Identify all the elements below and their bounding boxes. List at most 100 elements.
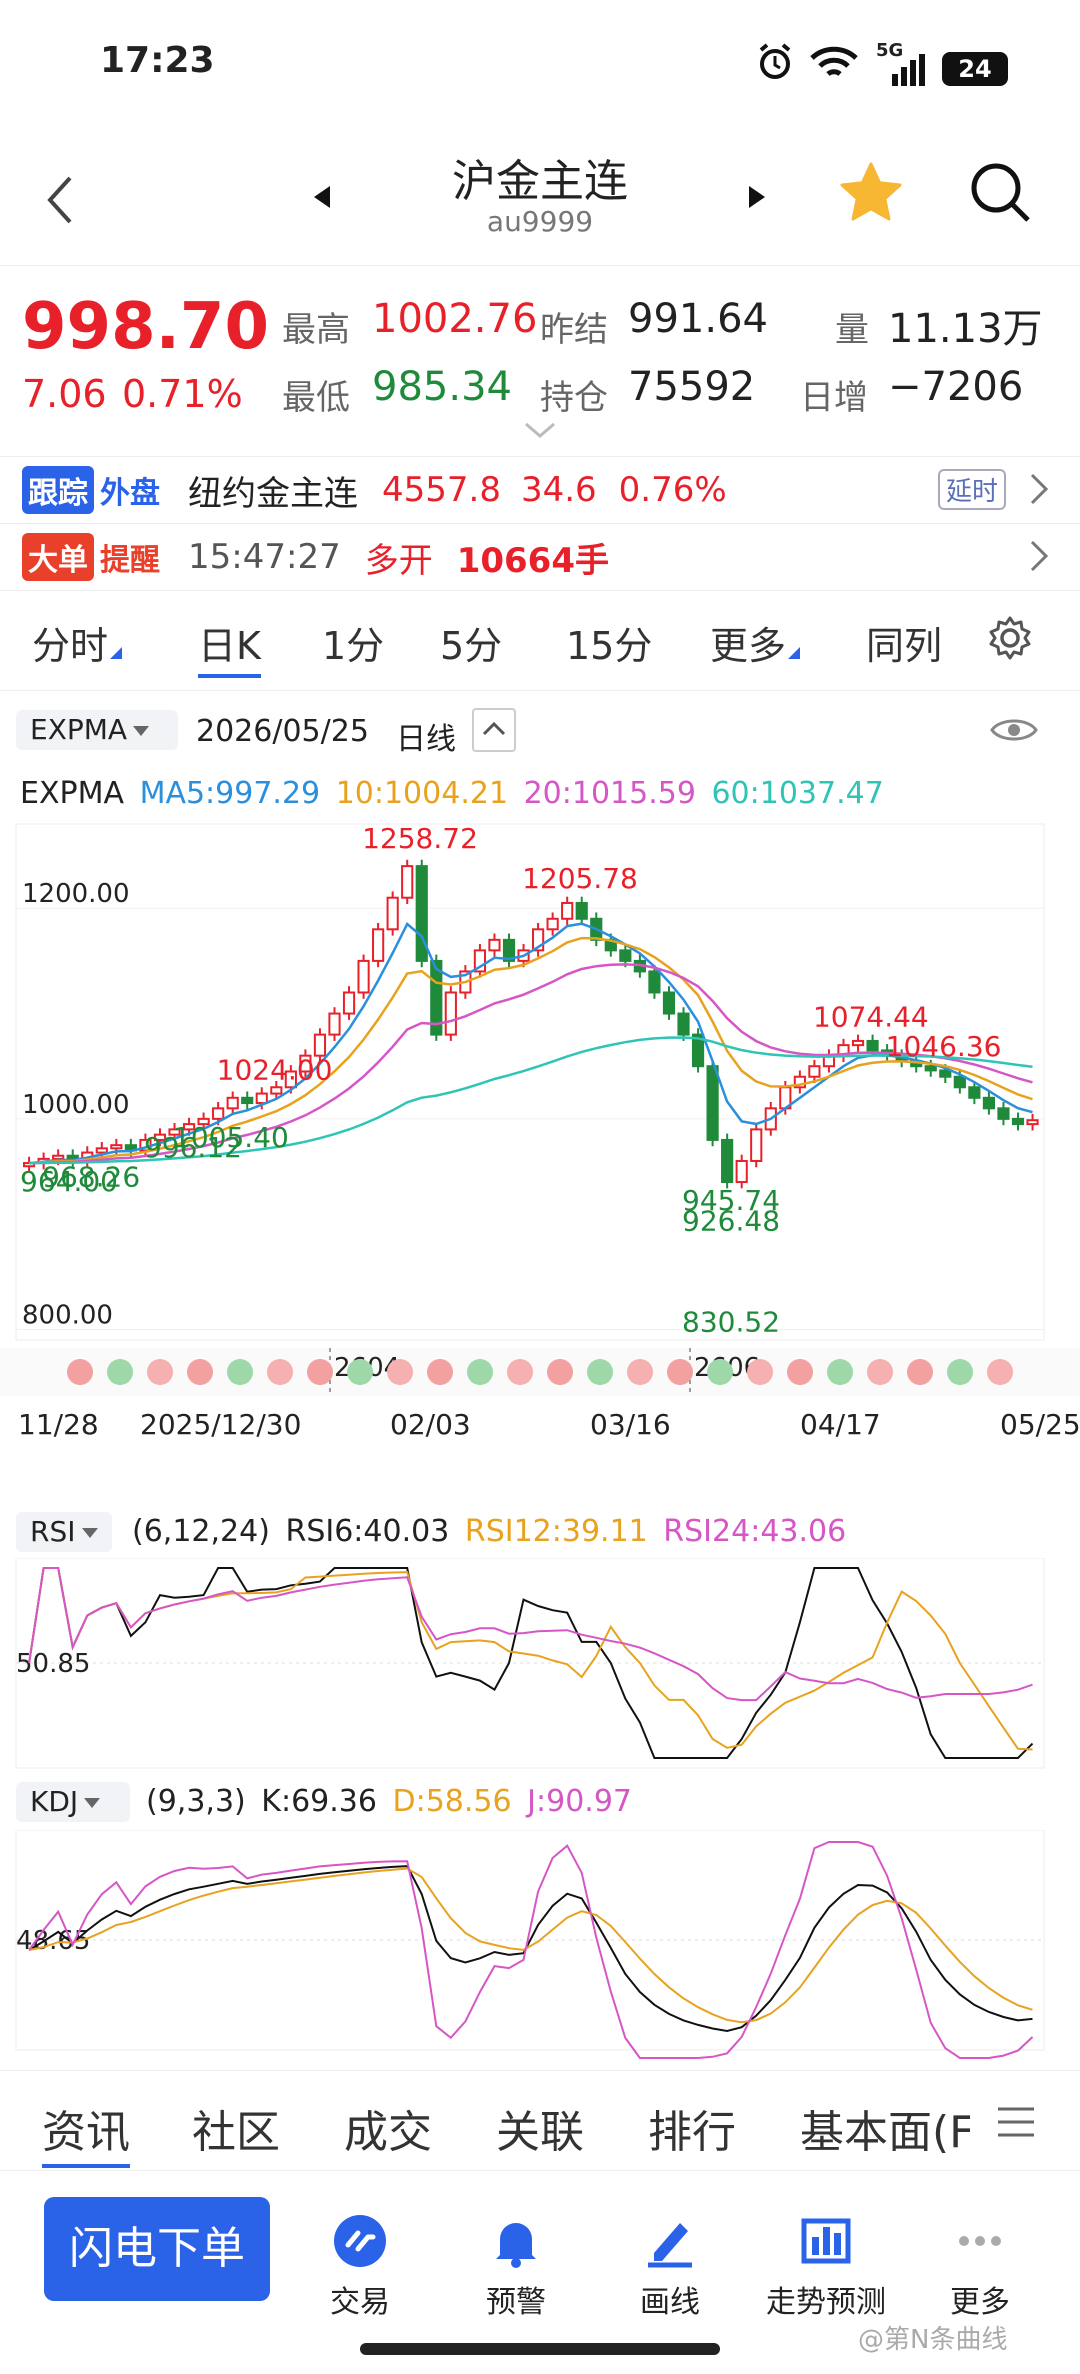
foreign-price: 4557.8 xyxy=(382,470,501,510)
big-order-row[interactable]: 大单 提醒 15:47:27 多开 10664手 xyxy=(0,524,1080,591)
candle-body xyxy=(401,865,414,899)
more-button[interactable]: 更多 xyxy=(930,2211,1030,2321)
legend-rsi12: RSI12:39.11 xyxy=(464,1514,648,1549)
corner-caret-icon xyxy=(110,647,123,659)
lightning-order-button[interactable]: 闪电下单 xyxy=(44,2197,270,2301)
tab-ranking[interactable]: 排行 xyxy=(648,2107,736,2158)
ai-signal-dot xyxy=(307,1359,333,1385)
candle-body xyxy=(997,1107,1010,1120)
candle-body xyxy=(299,1054,312,1073)
rsi-chart[interactable]: 50.85 xyxy=(0,1558,1080,1778)
eye-icon[interactable] xyxy=(990,712,1038,748)
tab-15min[interactable]: 15分 xyxy=(566,624,653,668)
forecast-button[interactable]: 走势预测 xyxy=(756,2211,896,2321)
candle-body xyxy=(444,991,457,1036)
ai-signal-dot xyxy=(347,1359,373,1385)
tab-1min[interactable]: 1分 xyxy=(322,624,385,668)
y-tick-label: 800.00 xyxy=(22,1300,113,1330)
draw-label: 画线 xyxy=(640,2285,700,2320)
prev-contract-icon[interactable] xyxy=(310,182,334,212)
ai-signal-dot xyxy=(587,1359,613,1385)
chevron-down-icon xyxy=(81,1528,98,1538)
price-annotation: 1258.72 xyxy=(362,822,478,855)
watermark: @第N条曲线 xyxy=(858,2325,1008,2355)
candle-body xyxy=(342,991,356,1015)
kdj-select-value: KDJ xyxy=(30,1785,79,1818)
candle-body xyxy=(270,1086,283,1095)
draw-button[interactable]: 画线 xyxy=(620,2211,720,2321)
candle-body xyxy=(226,1096,239,1110)
expma-legend-name: EXPMA xyxy=(20,776,125,811)
candle-body xyxy=(1011,1117,1025,1126)
settings-gear-icon[interactable] xyxy=(986,614,1034,662)
tab-trades[interactable]: 成交 xyxy=(344,2107,432,2158)
corner-caret-icon xyxy=(788,647,801,659)
tab-daily-k[interactable]: 日K xyxy=(198,615,261,678)
candle-body xyxy=(924,1065,937,1072)
expand-chevron-icon[interactable] xyxy=(522,420,558,440)
home-indicator[interactable] xyxy=(360,2343,720,2355)
high-label: 最高 xyxy=(282,310,350,350)
candle-body xyxy=(546,917,559,931)
indicator-select[interactable]: EXPMA xyxy=(16,710,178,750)
foreign-market-row[interactable]: 跟踪 外盘 纽约金主连 4557.8 34.6 0.76% 延时 xyxy=(0,457,1080,524)
candle-body xyxy=(502,938,516,962)
alert-button[interactable]: 预警 xyxy=(466,2211,566,2321)
last-price: 998.70 xyxy=(22,290,269,364)
menu-list-icon[interactable] xyxy=(996,2105,1036,2139)
search-icon[interactable] xyxy=(968,160,1034,226)
forecast-chart-icon xyxy=(796,2211,856,2271)
tab-5min[interactable]: 5分 xyxy=(440,624,503,668)
tab-more[interactable]: 更多 xyxy=(710,615,801,670)
content-tabs: 资讯 社区 成交 关联 排行 基本面(F xyxy=(0,2070,1080,2171)
tab-news[interactable]: 资讯 xyxy=(42,2096,130,2168)
price-change-pct: 0.71% xyxy=(122,372,243,416)
status-bar: 17:23 5G 24 xyxy=(0,0,1080,130)
trade-button[interactable]: 交易 xyxy=(310,2211,410,2321)
ai-signal-dot xyxy=(547,1359,573,1385)
ai-signal-dot xyxy=(107,1359,133,1385)
candle-body xyxy=(110,1144,123,1150)
candle-body xyxy=(153,1133,167,1141)
k-line xyxy=(28,1865,1033,2033)
tab-timeshare[interactable]: 分时 xyxy=(32,615,123,670)
ma60-line xyxy=(29,1036,1033,1165)
bigorder-badge-alert: 提醒 xyxy=(94,533,166,581)
x-tick-label: 11/28 xyxy=(18,1408,99,1440)
low-value: 985.34 xyxy=(372,364,512,410)
candle-body xyxy=(968,1086,981,1099)
candle-body xyxy=(328,1012,341,1036)
tab-fundamentals[interactable]: 基本面(F xyxy=(800,2107,970,2158)
chevron-down-icon xyxy=(133,726,150,736)
next-contract-icon[interactable] xyxy=(745,182,769,212)
back-icon[interactable] xyxy=(40,170,84,230)
rsi-legend: (6,12,24) RSI6:40.03 RSI12:39.11 RSI24:4… xyxy=(132,1514,846,1549)
candle-body xyxy=(23,1162,36,1168)
chevron-right-icon xyxy=(1028,538,1050,574)
favorite-star-icon[interactable] xyxy=(838,160,904,226)
candle-body xyxy=(532,928,545,952)
chart-mode: 日线 xyxy=(396,722,456,757)
tab-community[interactable]: 社区 xyxy=(192,2107,280,2158)
daily-increase-value: −7206 xyxy=(888,364,1024,410)
volume-label: 量 xyxy=(835,310,869,350)
kdj-select[interactable]: KDJ xyxy=(16,1782,130,1822)
collapse-up-icon[interactable] xyxy=(472,708,516,752)
kline-chart[interactable]: 1200.00 1000.00 800.00 1258.72 1205.78 1024.0… xyxy=(0,820,1080,1440)
candle-body xyxy=(619,949,632,962)
chevron-right-icon xyxy=(1028,471,1050,507)
quote-panel: 998.70 7.06 0.71% 最高 1002.76 最低 985.34 昨… xyxy=(0,266,1080,457)
trade-label: 交易 xyxy=(330,2285,390,2320)
x-tick-label: 03/16 xyxy=(590,1408,671,1440)
ai-signal-dot xyxy=(627,1359,653,1385)
y-tick-label: 1200.00 xyxy=(22,879,130,909)
ai-signal-dot xyxy=(987,1359,1013,1385)
rsi-select[interactable]: RSI xyxy=(16,1512,112,1552)
candle-body xyxy=(430,959,443,1036)
kdj-chart[interactable]: 48.65 xyxy=(0,1830,1080,2060)
ai-signal-dot xyxy=(507,1359,533,1385)
ma10-line xyxy=(29,936,1033,1165)
tab-related[interactable]: 关联 xyxy=(496,2107,584,2158)
foreign-badge-track: 跟踪 xyxy=(22,466,94,514)
tab-same-list[interactable]: 同列 xyxy=(866,624,943,668)
